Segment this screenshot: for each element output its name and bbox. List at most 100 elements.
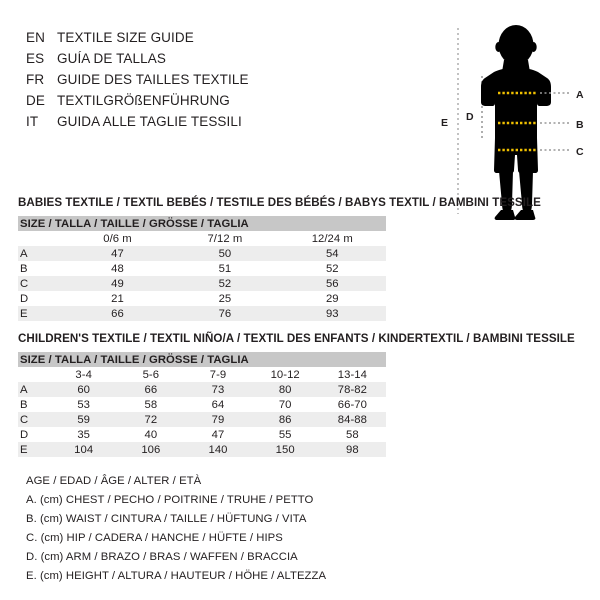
legend-line-age: AGE / EDAD / ÂGE / ALTER / ETÀ xyxy=(26,474,202,487)
language-code-es: ES xyxy=(26,51,45,66)
babies-size-header-bar: SIZE / TALLA / TAILLE / GRÖSSE / TAGLIA xyxy=(18,216,386,231)
children-size-table: 3-4 5-6 7-9 10-12 13-14 A 60 66 73 80 78… xyxy=(18,367,386,457)
table-row: D 35 40 47 55 58 xyxy=(18,427,386,442)
children-cell: 72 xyxy=(117,412,185,427)
figure-label-height: E xyxy=(441,117,449,129)
babies-column-header-row: 0/6 m 7/12 m 12/24 m xyxy=(18,231,386,246)
babies-cell: 66 xyxy=(63,306,172,321)
language-row-fr: FR GUIDE DES TAILLES TEXTILE xyxy=(26,72,316,93)
language-row-es: ES GUÍA DE TALLAS xyxy=(26,51,316,72)
legend-line-arm: D. (cm) ARM / BRAZO / BRAS / WAFFEN / BR… xyxy=(26,550,298,563)
children-column-header: 5-6 xyxy=(117,367,185,382)
children-cell: 47 xyxy=(184,427,252,442)
babies-cell: 56 xyxy=(278,276,386,291)
babies-cell: 48 xyxy=(63,261,172,276)
legend-line-hip: C. (cm) HIP / CADERA / HANCHE / HÜFTE / … xyxy=(26,531,283,544)
children-cell: 79 xyxy=(184,412,252,427)
legend-line-waist: B. (cm) WAIST / CINTURA / TAILLE / HÜFTU… xyxy=(26,512,307,525)
children-cell: 73 xyxy=(184,382,252,397)
language-header-block: EN TEXTILE SIZE GUIDE ES GUÍA DE TALLAS … xyxy=(26,30,316,135)
babies-row-label: C xyxy=(18,276,64,291)
child-silhouette-diagram xyxy=(457,25,570,220)
children-textile-section: CHILDREN'S TEXTILE / TEXTIL NIÑO/A / TEX… xyxy=(18,332,575,457)
children-column-header: 7-9 xyxy=(184,367,252,382)
babies-cell: 47 xyxy=(63,246,172,261)
table-row: C 49 52 56 xyxy=(18,276,386,291)
children-cell: 35 xyxy=(50,427,118,442)
babies-column-header: 0/6 m xyxy=(63,231,172,246)
table-row: B 53 58 64 70 66-70 xyxy=(18,397,386,412)
language-row-de: DE TEXTILGRÖßENFÜHRUNG xyxy=(26,93,316,114)
children-row-label: A xyxy=(18,382,51,397)
children-cell: 80 xyxy=(251,382,319,397)
children-cell: 104 xyxy=(50,442,118,457)
children-cell: 40 xyxy=(117,427,185,442)
babies-section-title: BABIES TEXTILE / TEXTIL BEBÉS / TESTILE … xyxy=(18,196,541,209)
language-code-fr: FR xyxy=(26,72,45,87)
children-row-label: E xyxy=(18,442,51,457)
legend-line-chest: A. (cm) CHEST / PECHO / POITRINE / TRUHE… xyxy=(26,493,314,506)
babies-column-header: 7/12 m xyxy=(171,231,279,246)
babies-row-label: D xyxy=(18,291,64,306)
measurement-legend: AGE / EDAD / ÂGE / ALTER / ETÀ A. (cm) C… xyxy=(26,471,426,585)
babies-cell: 21 xyxy=(63,291,172,306)
babies-cell: 54 xyxy=(278,246,386,261)
babies-cell: 25 xyxy=(171,291,279,306)
figure-label-waist: B xyxy=(576,119,584,131)
children-column-header: 3-4 xyxy=(50,367,118,382)
children-column-header: 10-12 xyxy=(251,367,319,382)
figure-label-hip: C xyxy=(576,146,584,158)
language-row-it: IT GUIDA ALLE TAGLIE TESSILI xyxy=(26,114,316,135)
babies-textile-section: BABIES TEXTILE / TEXTIL BEBÉS / TESTILE … xyxy=(18,196,541,321)
table-row: E 66 76 93 xyxy=(18,306,386,321)
language-title-fr: GUIDE DES TAILLES TEXTILE xyxy=(57,72,249,87)
language-code-it: IT xyxy=(26,114,39,129)
language-title-de: TEXTILGRÖßENFÜHRUNG xyxy=(57,93,230,108)
babies-cell: 29 xyxy=(278,291,386,306)
children-column-header-row: 3-4 5-6 7-9 10-12 13-14 xyxy=(18,367,386,382)
table-row: D 21 25 29 xyxy=(18,291,386,306)
children-cell: 70 xyxy=(251,397,319,412)
babies-column-header: 12/24 m xyxy=(278,231,386,246)
table-row: E 104 106 140 150 98 xyxy=(18,442,386,457)
table-row: A 60 66 73 80 78-82 xyxy=(18,382,386,397)
babies-cell: 51 xyxy=(171,261,279,276)
children-cell: 66-70 xyxy=(318,397,386,412)
children-header-corner xyxy=(18,367,51,382)
babies-row-label: E xyxy=(18,306,64,321)
babies-row-label: B xyxy=(18,261,64,276)
children-cell: 58 xyxy=(117,397,185,412)
babies-cell: 50 xyxy=(171,246,279,261)
children-cell: 140 xyxy=(184,442,252,457)
language-title-en: TEXTILE SIZE GUIDE xyxy=(57,30,194,45)
language-title-es: GUÍA DE TALLAS xyxy=(57,51,166,66)
children-row-label: D xyxy=(18,427,51,442)
babies-cell: 52 xyxy=(278,261,386,276)
figure-label-arm: D xyxy=(466,111,474,123)
silhouette-body-icon xyxy=(481,25,551,220)
children-cell: 106 xyxy=(117,442,185,457)
children-cell: 66 xyxy=(117,382,185,397)
babies-cell: 93 xyxy=(278,306,386,321)
table-row: C 59 72 79 86 84-88 xyxy=(18,412,386,427)
children-cell: 53 xyxy=(50,397,118,412)
babies-cell: 49 xyxy=(63,276,172,291)
babies-cell: 52 xyxy=(171,276,279,291)
children-cell: 86 xyxy=(251,412,319,427)
children-cell: 60 xyxy=(50,382,118,397)
children-cell: 59 xyxy=(50,412,118,427)
children-cell: 150 xyxy=(251,442,319,457)
children-row-label: C xyxy=(18,412,51,427)
children-size-header-bar: SIZE / TALLA / TAILLE / GRÖSSE / TAGLIA xyxy=(18,352,386,367)
table-row: B 48 51 52 xyxy=(18,261,386,276)
children-cell: 84-88 xyxy=(318,412,386,427)
language-code-de: DE xyxy=(26,93,45,108)
children-column-header: 13-14 xyxy=(318,367,386,382)
children-cell: 98 xyxy=(318,442,386,457)
language-row-en: EN TEXTILE SIZE GUIDE xyxy=(26,30,316,51)
children-cell: 58 xyxy=(318,427,386,442)
babies-cell: 76 xyxy=(171,306,279,321)
children-cell: 64 xyxy=(184,397,252,412)
table-row: A 47 50 54 xyxy=(18,246,386,261)
babies-header-corner xyxy=(18,231,64,246)
